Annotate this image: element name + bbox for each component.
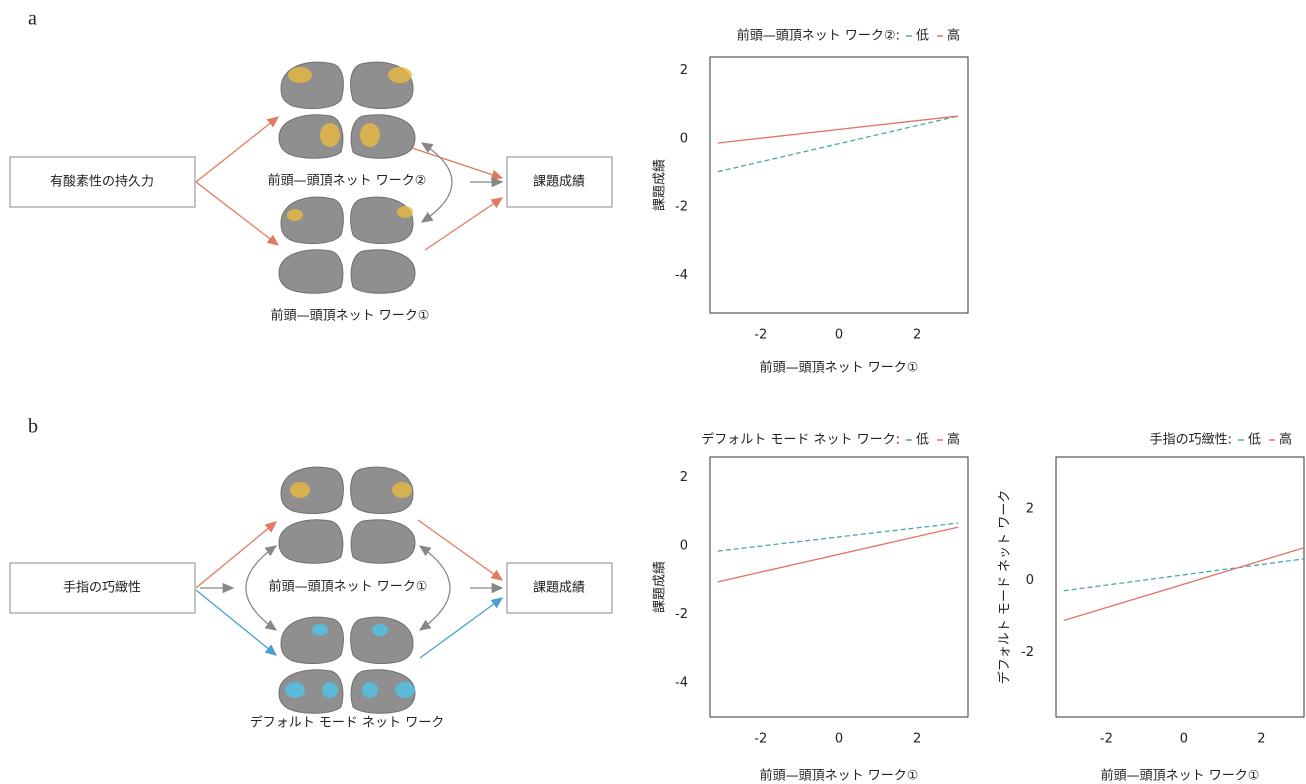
plot-frame [710, 457, 968, 717]
y-tick-label: -2 [675, 200, 688, 215]
legend-label: 高 [1279, 432, 1292, 448]
x-tick-label: 2 [913, 732, 921, 747]
x-axis-label: 前頭—頭頂ネット ワーク① [760, 360, 919, 376]
legend-label: 低 [916, 433, 929, 448]
y-axis-label: 課題成績 [652, 561, 668, 613]
network-label: 前頭—頭頂ネット ワーク① [271, 308, 430, 324]
legend-label: 低 [1248, 433, 1261, 448]
y-tick-label: -2 [675, 607, 688, 622]
legend-label: 高 [947, 432, 960, 448]
x-tick-label: 0 [835, 328, 843, 343]
source-label: 有酸素性の持久力 [50, 175, 154, 190]
series-line [718, 116, 958, 143]
y-tick-label: 0 [680, 538, 688, 553]
brain-image [279, 617, 415, 713]
series-line [718, 527, 958, 582]
series-line [718, 523, 958, 551]
y-tick-label: 2 [1026, 502, 1034, 517]
y-tick-label: 0 [680, 131, 688, 146]
chart-title: デフォルト モード ネット ワーク: [701, 432, 900, 448]
y-tick-label: 2 [680, 470, 688, 485]
x-axis-label: 前頭—頭頂ネット ワーク① [760, 768, 919, 784]
source-label: 手指の巧緻性 [63, 581, 141, 596]
chart-title: 手指の巧緻性: [1150, 433, 1232, 448]
network-label: 前頭—頭頂ネット ワーク① [269, 579, 428, 595]
figure: a 有酸素性の持久力 前頭—頭頂ネット ワーク② 前頭—頭頂ネット ワーク① 課… [0, 0, 1306, 784]
y-tick-label: -2 [1021, 645, 1034, 660]
x-tick-label: -2 [754, 732, 767, 747]
x-tick-label: -2 [754, 328, 767, 343]
legend-label: 高 [947, 28, 960, 44]
y-axis-label: デフォルト モード ネット ワーク [997, 490, 1013, 684]
panel-label: a [28, 8, 37, 30]
x-tick-label: 0 [1180, 732, 1188, 747]
series-line [1064, 548, 1304, 621]
x-tick-label: 2 [1257, 732, 1265, 747]
y-tick-label: -4 [675, 268, 688, 283]
legend-label: 低 [916, 29, 929, 44]
target-label: 課題成績 [533, 174, 585, 190]
panel-label: b [28, 416, 38, 438]
brain-image [279, 467, 415, 563]
network-label: デフォルト モード ネット ワーク [250, 715, 444, 731]
target-label: 課題成績 [533, 580, 585, 596]
x-tick-label: -2 [1100, 732, 1113, 747]
chart-title: 前頭—頭頂ネット ワーク②: [737, 28, 900, 44]
y-axis-label: 課題成績 [652, 159, 668, 211]
x-tick-label: 2 [913, 328, 921, 343]
y-tick-label: -4 [675, 675, 688, 690]
x-axis-label: 前頭—頭頂ネット ワーク① [1101, 768, 1260, 784]
y-tick-label: 0 [1026, 573, 1034, 588]
plot-frame [710, 57, 968, 313]
network-label: 前頭—頭頂ネット ワーク② [268, 173, 427, 189]
plot-frame [1056, 457, 1304, 717]
series-line [1064, 559, 1304, 591]
y-tick-label: 2 [680, 63, 688, 78]
series-line [718, 116, 958, 172]
x-tick-label: 0 [835, 732, 843, 747]
